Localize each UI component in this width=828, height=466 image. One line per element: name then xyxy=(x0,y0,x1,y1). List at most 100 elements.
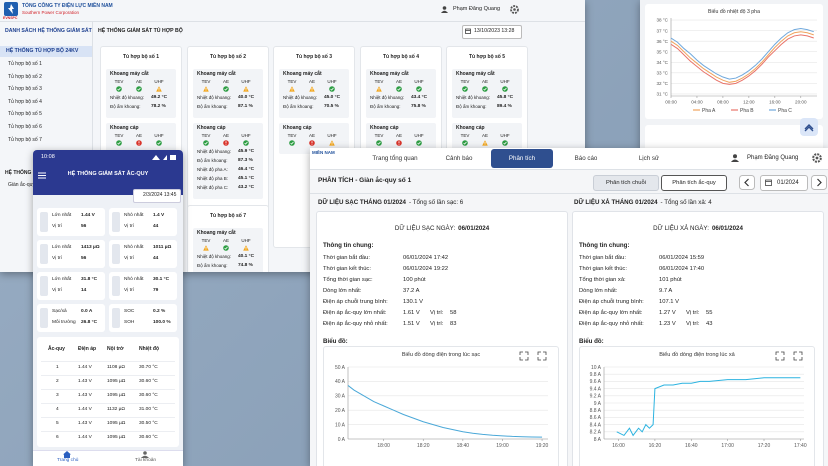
nav-tab[interactable]: Lịch sử xyxy=(638,155,660,162)
reading-label: Độ ẩm khoang: xyxy=(283,104,314,109)
sensor-label: TEV xyxy=(287,133,297,138)
status-warn xyxy=(203,86,209,92)
info-value: 9.7 A xyxy=(659,288,673,294)
series-line xyxy=(670,34,814,85)
ok-shape xyxy=(502,86,508,92)
reading-value: 49.2 °C xyxy=(151,95,168,100)
x-tick-label: 16:20 xyxy=(649,443,662,449)
nav-tab[interactable]: Trang tổng quan xyxy=(372,155,418,162)
expand-icon xyxy=(519,351,529,361)
table-cell: 6 xyxy=(56,435,59,440)
date-box[interactable] xyxy=(133,189,181,203)
table-cell: 5 xyxy=(56,421,59,426)
sidebar-item[interactable]: Giàn ắc-quy số 1 xyxy=(8,182,46,188)
info-label: Tổng thời gian xả: xyxy=(579,277,626,283)
status-ok xyxy=(203,140,209,146)
menu-icon[interactable] xyxy=(38,172,46,179)
tile-label: Nhỏ nhất xyxy=(124,213,144,218)
tile-value: 100.0 % xyxy=(153,320,171,325)
tile-value: 14 xyxy=(81,288,87,293)
fab-button[interactable] xyxy=(800,118,818,136)
date-box[interactable] xyxy=(462,25,522,39)
tile-value: 0.0 A xyxy=(81,309,93,314)
ok-mark xyxy=(224,246,228,250)
user-icon xyxy=(731,154,739,162)
main-title: HỆ THỐNG GIÁM SÁT TỦ HỢP BỘ xyxy=(98,28,183,34)
sidebar-group[interactable]: HỆ THỐNG TỦ HỢP BỘ 24KV xyxy=(6,48,79,54)
nav-tab[interactable]: Phân tích xyxy=(491,149,553,168)
tile-icon xyxy=(112,308,120,328)
user-name[interactable]: Phạm Đăng Quang xyxy=(747,155,799,161)
section: Khoang máy cắt TEV AE UHF Nhiệt độ khoang: 43… xyxy=(366,69,436,118)
ok-mark xyxy=(157,141,161,145)
table-cell: 30.70 °C xyxy=(139,365,158,370)
settings-icon[interactable] xyxy=(812,153,822,163)
row-divider xyxy=(41,375,175,376)
tab-button[interactable]: Phân tích chuỗi xyxy=(593,175,659,191)
ok-shape xyxy=(376,140,382,146)
sidebar-item[interactable]: Tủ hợp bộ số 3 xyxy=(8,86,42,93)
sidebar-active xyxy=(0,46,92,57)
table-cell: 1095 µΩ xyxy=(107,379,126,384)
chart-card xyxy=(645,125,823,150)
nav-tab[interactable]: Cảnh báo xyxy=(445,155,473,162)
section-title: Khoang cáp xyxy=(370,125,399,131)
info-value: 100 phút xyxy=(403,277,426,283)
table-card xyxy=(37,337,179,447)
info-value: 06/01/2024 17:42 xyxy=(403,255,449,261)
tile-icon xyxy=(40,244,48,264)
y-tick-label: 8.8 A xyxy=(590,408,602,414)
ok-shape xyxy=(329,86,335,92)
nav-tab[interactable]: Báo cáo xyxy=(574,155,598,162)
settings-icon[interactable] xyxy=(510,5,519,14)
nav-label[interactable]: Trang chủ xyxy=(57,458,79,463)
y-tick-label: 20 A xyxy=(335,408,346,414)
cabinet-name: Tủ hợp bộ số 2 xyxy=(209,54,247,60)
nav-label[interactable]: Tài khoản xyxy=(135,458,157,463)
ok-shape xyxy=(502,140,508,146)
sidebar-item[interactable]: Tủ hợp bộ số 6 xyxy=(8,124,42,130)
stat-tile: Nhỏ nhất 1.4 V Vị trí 44 xyxy=(109,208,177,236)
sensor-label: AE xyxy=(135,79,142,84)
day-label: DỮ LIỆU XẢ NGÀY: xyxy=(653,225,709,232)
info-value: 58 xyxy=(450,310,457,316)
tile-value: 44 xyxy=(153,256,159,261)
ok-shape xyxy=(462,86,468,92)
tab-button[interactable]: Phân tích ắc-quy xyxy=(661,175,727,191)
reading-value: 89.4 % xyxy=(497,104,512,109)
x-tick-label: 17:20 xyxy=(758,443,771,449)
x-tick-label: 17:00 xyxy=(721,443,734,449)
ok-mark xyxy=(397,87,401,91)
sensor-label: UHF xyxy=(327,79,337,84)
cabinet-name: Tủ hợp bộ số 5 xyxy=(468,54,506,60)
status-ok xyxy=(462,140,468,146)
x-tick-label: 18:40 xyxy=(457,443,470,449)
reading-label: Nhiệt độ pha A: xyxy=(197,167,228,172)
sidebar-item[interactable]: Tủ hợp bộ số 4 xyxy=(8,98,42,105)
info-label: Thời gian kết thúc: xyxy=(323,266,371,272)
status-ok xyxy=(223,245,229,251)
y-tick-label: 35 °C xyxy=(656,49,668,54)
info-label: Thời gian kết thúc: xyxy=(579,266,627,272)
y-tick-label: 50 A xyxy=(335,365,346,371)
sidebar-item[interactable]: Tủ hợp bộ số 1 xyxy=(8,61,42,67)
account-icon[interactable] xyxy=(141,451,149,458)
sidebar-item[interactable]: Tủ hợp bộ số 7 xyxy=(8,136,42,143)
month-picker[interactable] xyxy=(760,175,808,191)
status-alarm xyxy=(396,140,402,146)
tile-label: Nhỏ nhất xyxy=(124,245,144,250)
prev-button[interactable] xyxy=(739,175,755,190)
info-label: Vị trí: xyxy=(686,321,700,327)
home-icon[interactable] xyxy=(63,451,71,458)
info-label: Điện áp chuỗi trung bình: xyxy=(323,299,388,305)
x-tick-label: 16:40 xyxy=(685,443,698,449)
ok-shape xyxy=(416,140,422,146)
y-tick-label: 36 °C xyxy=(656,39,668,44)
sidebar-item[interactable]: Tủ hợp bộ số 5 xyxy=(8,111,42,118)
table-cell: 4 xyxy=(56,407,59,412)
status-time: 10:08 xyxy=(41,154,55,160)
sidebar-item[interactable]: Tủ hợp bộ số 2 xyxy=(8,73,42,80)
next-button[interactable] xyxy=(811,175,827,190)
user-name[interactable]: Phạm Đăng Quang xyxy=(453,6,501,12)
